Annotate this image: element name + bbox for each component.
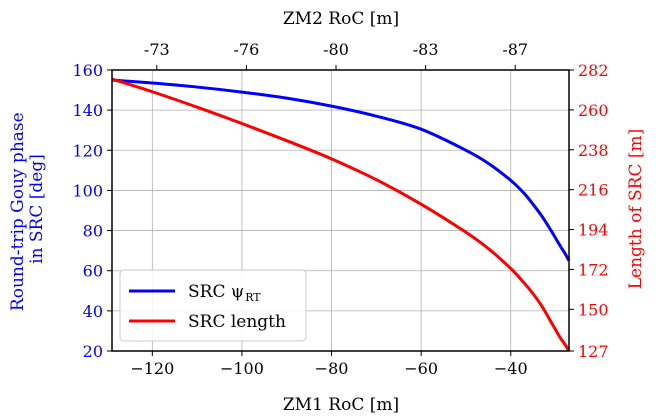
series-lines xyxy=(111,77,571,352)
top-tick-label: -73 xyxy=(144,40,170,59)
right-axis-label: Length of SRC [m] xyxy=(626,129,646,290)
left-axis-label-line1: Round-trip Gouy phase xyxy=(8,112,28,311)
bottom-axis-label: ZM1 RoC [m] xyxy=(283,395,399,415)
bottom-tick-label: −60 xyxy=(404,359,438,378)
ticks: −120 −100 −80 −60 −40 20 40 60 80 100 120 140 160 127… xyxy=(72,40,608,378)
right-tick-label: 282 xyxy=(578,61,609,80)
right-tick-label: 172 xyxy=(578,260,609,279)
top-tick-label: -87 xyxy=(502,40,528,59)
right-tick-label: 238 xyxy=(578,141,609,160)
top-tick-label: -76 xyxy=(234,40,260,59)
series-gouy-line xyxy=(111,78,571,262)
top-tick-label: -83 xyxy=(413,40,439,59)
left-tick-label: 40 xyxy=(83,302,103,321)
top-tick-label: -80 xyxy=(323,40,349,59)
right-tick-label: 260 xyxy=(578,101,609,120)
right-tick-label: 150 xyxy=(578,300,609,319)
left-tick-label: 140 xyxy=(72,101,103,120)
left-tick-label: 20 xyxy=(83,342,103,361)
right-tick-label: 194 xyxy=(578,221,609,240)
left-tick-label: 60 xyxy=(83,262,103,281)
legend-label-gouy-text: SRC ψ xyxy=(188,282,244,302)
left-tick-label: 100 xyxy=(72,181,103,200)
left-tick-label: 80 xyxy=(83,222,103,241)
bottom-tick-label: −100 xyxy=(220,359,264,378)
legend-label-gouy-subscript: RT xyxy=(245,291,261,304)
left-axis-label-line2: in SRC [deg] xyxy=(27,154,47,264)
legend-box xyxy=(119,269,307,342)
bottom-tick-label: −120 xyxy=(130,359,174,378)
plot-frame xyxy=(111,69,570,352)
legend-label-gouy: SRC ψRT xyxy=(188,282,261,304)
left-axis-label: Round-trip Gouy phase in SRC [deg] xyxy=(8,107,47,311)
legend: SRC ψRT SRC length xyxy=(119,269,307,342)
right-tick-label: 216 xyxy=(578,181,609,200)
top-axis-label: ZM2 RoC [m] xyxy=(283,9,399,29)
series-length-line xyxy=(111,77,571,352)
bottom-tick-label: −80 xyxy=(315,359,349,378)
bottom-tick-label: −40 xyxy=(494,359,528,378)
left-tick-label: 160 xyxy=(72,61,103,80)
legend-label-length: SRC length xyxy=(188,312,286,332)
right-tick-label: 127 xyxy=(578,342,609,361)
left-tick-label: 120 xyxy=(72,141,103,160)
